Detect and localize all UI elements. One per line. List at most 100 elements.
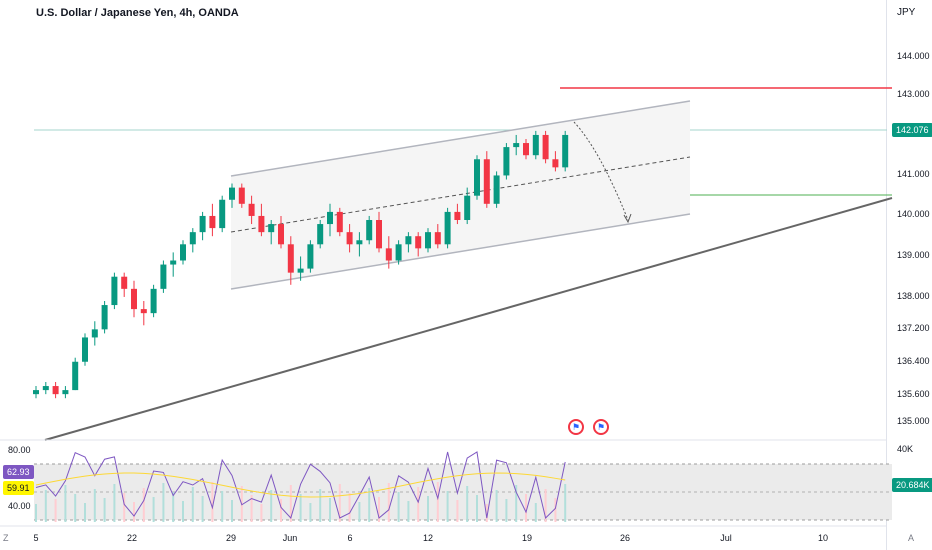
projection-arrow[interactable] bbox=[573, 121, 629, 221]
volume-bar bbox=[319, 489, 322, 522]
volume-bar bbox=[544, 489, 547, 522]
us-flag-icon[interactable]: ⚑ bbox=[568, 419, 584, 435]
volume-bar bbox=[554, 498, 557, 522]
time-tick: 26 bbox=[620, 533, 630, 543]
price-scale[interactable] bbox=[886, 0, 932, 550]
time-tick: 5 bbox=[33, 533, 38, 543]
candle-body bbox=[336, 211, 343, 233]
volume-bar bbox=[35, 504, 37, 522]
candle-body bbox=[62, 390, 69, 395]
volume-bar bbox=[84, 503, 86, 522]
candle-body bbox=[425, 232, 431, 249]
candle-body bbox=[542, 134, 549, 160]
volume-bar bbox=[270, 490, 273, 522]
time-tick: 10 bbox=[818, 533, 828, 543]
volume-bar bbox=[162, 483, 165, 522]
volume-bar bbox=[201, 496, 204, 522]
time-tick: 29 bbox=[226, 533, 236, 543]
volume-bar bbox=[387, 483, 390, 522]
candle-body bbox=[238, 187, 245, 204]
rsi-ma-value-tag: 59.91 bbox=[3, 481, 34, 495]
volume-bar bbox=[329, 498, 331, 522]
price-tick: 141.000 bbox=[897, 169, 930, 179]
volume-bar bbox=[280, 499, 282, 522]
trend-line[interactable] bbox=[44, 197, 893, 441]
candle-body bbox=[366, 220, 373, 241]
time-tick: 6 bbox=[347, 533, 352, 543]
volume-bar bbox=[182, 501, 184, 522]
candle-body bbox=[268, 224, 275, 233]
candle-body bbox=[532, 134, 539, 156]
candle-body bbox=[229, 187, 235, 200]
auto-scale-button[interactable]: A bbox=[908, 533, 915, 543]
candle-body bbox=[82, 337, 88, 362]
price-tick: 135.600 bbox=[897, 389, 930, 399]
candle-body bbox=[189, 232, 196, 245]
volume-bar bbox=[466, 486, 469, 522]
volume-bar bbox=[172, 492, 175, 522]
candle-body bbox=[52, 386, 59, 395]
volume-bars bbox=[35, 482, 567, 522]
candle-body bbox=[434, 232, 441, 245]
candle-body bbox=[415, 236, 422, 249]
volume-bar bbox=[142, 488, 145, 522]
volume-bar bbox=[123, 493, 126, 522]
price-tick: 136.400 bbox=[897, 356, 930, 366]
candle-body bbox=[317, 224, 324, 245]
candle-body bbox=[552, 159, 559, 168]
volume-bar bbox=[44, 490, 47, 522]
volume-bar bbox=[397, 492, 400, 522]
candle-body bbox=[170, 260, 177, 265]
candle-body bbox=[219, 199, 226, 229]
candle-body bbox=[101, 305, 108, 330]
candle-body bbox=[160, 264, 167, 289]
volume-bar bbox=[515, 485, 518, 522]
candle-body bbox=[356, 240, 363, 245]
volume-bar bbox=[64, 485, 67, 522]
candle-body bbox=[562, 134, 569, 168]
volume-bar bbox=[74, 494, 77, 522]
channel-mid-line[interactable] bbox=[230, 156, 691, 233]
time-tick: Jul bbox=[720, 533, 732, 543]
candle-body bbox=[91, 329, 98, 338]
volume-bar bbox=[133, 502, 135, 522]
volume-bar bbox=[103, 498, 106, 522]
candle-body bbox=[199, 215, 206, 233]
volume-bar bbox=[348, 493, 351, 522]
volume-bar bbox=[564, 484, 567, 522]
volume-bar bbox=[525, 494, 527, 522]
time-tick: 19 bbox=[522, 533, 532, 543]
volume-scale-label: 40K bbox=[897, 444, 913, 454]
volume-bar bbox=[309, 503, 312, 522]
candle-body bbox=[454, 211, 461, 220]
price-tick: 144.000 bbox=[897, 51, 930, 61]
candle-body bbox=[33, 390, 39, 395]
candle-body bbox=[131, 288, 137, 310]
candle-body bbox=[121, 276, 128, 289]
candle-body bbox=[297, 268, 304, 273]
us-flag-icon[interactable]: ⚑ bbox=[593, 419, 609, 435]
volume-bar bbox=[427, 496, 429, 522]
time-tick: 12 bbox=[423, 533, 433, 543]
price-tick: 143.000 bbox=[897, 89, 930, 99]
last-price-tag: 142.076 bbox=[892, 123, 932, 137]
candle-body bbox=[474, 159, 480, 196]
compare-z-label[interactable]: Z bbox=[3, 533, 9, 543]
candle-body bbox=[209, 215, 216, 229]
candle-body bbox=[258, 215, 265, 233]
candle-body bbox=[140, 309, 147, 314]
volume-bar bbox=[338, 484, 341, 522]
candle-body bbox=[180, 244, 186, 261]
candles-group bbox=[33, 130, 569, 399]
price-tick: 139.000 bbox=[897, 250, 930, 260]
candle-body bbox=[385, 248, 392, 261]
chart-title: U.S. Dollar / Japanese Yen, 4h, OANDA bbox=[36, 7, 239, 19]
candle-body bbox=[395, 244, 402, 261]
channel-lower-line[interactable] bbox=[230, 213, 691, 290]
volume-bar bbox=[191, 487, 194, 522]
channel-upper-line[interactable] bbox=[230, 100, 691, 177]
volume-bar bbox=[476, 495, 478, 522]
volume-bar bbox=[436, 482, 439, 522]
candle-body bbox=[248, 203, 255, 216]
